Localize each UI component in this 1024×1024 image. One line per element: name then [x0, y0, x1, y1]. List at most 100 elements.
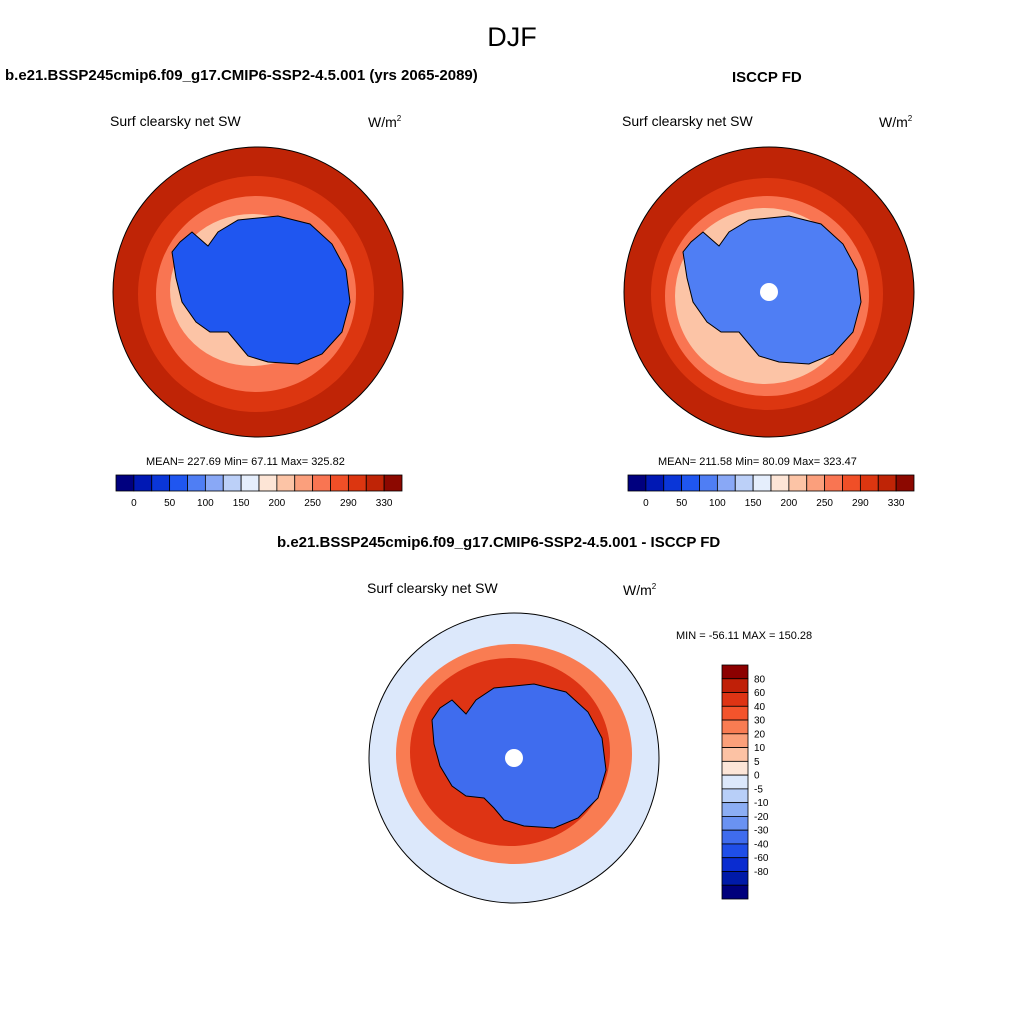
obs-colorbar-tick-label: 290	[852, 498, 869, 509]
diff-colorbar-tick-label: 80	[754, 674, 766, 685]
obs-colorbar-tick-label: 50	[676, 498, 688, 509]
diff-units-label: W/m2	[623, 582, 657, 598]
model-colorbar-tick-label: 290	[340, 498, 357, 509]
obs-colorbar-tick-label: 200	[781, 498, 798, 509]
diff-polar-map	[368, 612, 660, 904]
diff-colorbar-swatch	[721, 788, 749, 804]
model-colorbar-tick-label: 50	[164, 498, 176, 509]
obs-colorbar-swatch	[877, 474, 897, 492]
model-colorbar-tick-label: 250	[304, 498, 321, 509]
model-colorbar-swatch	[383, 474, 403, 492]
obs-colorbar-swatch	[681, 474, 700, 492]
obs-colorbar-swatch	[627, 474, 647, 492]
diff-colorbar-swatch	[721, 829, 749, 845]
diff-colorbar-tick-label: -60	[754, 853, 769, 864]
model-colorbar-swatch	[204, 474, 224, 492]
model-colorbar-swatch	[258, 474, 278, 492]
diff-colorbar-swatch	[721, 705, 749, 721]
diff-colorbar-tick-label: 5	[754, 757, 760, 768]
diff-pole-hole	[505, 749, 523, 767]
obs-colorbar-swatch	[752, 474, 772, 492]
obs-colorbar-tick-label: 150	[745, 498, 762, 509]
obs-colorbar-swatch	[699, 474, 718, 492]
obs-colorbar-swatch	[716, 474, 736, 492]
obs-colorbar-swatch	[734, 474, 754, 492]
model-stats: MEAN= 227.69 Min= 67.11 Max= 325.82	[146, 456, 345, 468]
diff-colorbar-swatch	[721, 733, 749, 748]
obs-colorbar-swatch	[663, 474, 683, 492]
obs-colorbar-tick-label: 330	[888, 498, 905, 509]
diff-colorbar: 80 60 40 30 20 10 5 0 -5 -10 -20 -30 -40 -60 -80	[721, 664, 769, 900]
obs-colorbar-tick-label: 100	[709, 498, 726, 509]
obs-pole-hole	[760, 283, 778, 301]
obs-map-border	[623, 146, 915, 438]
model-colorbar: 0 50 100 150 200 250 290 330	[115, 474, 403, 509]
obs-colorbar-swatch	[859, 474, 879, 492]
model-colorbar-swatch	[276, 474, 296, 492]
model-colorbar-swatch	[330, 474, 349, 492]
model-colorbar-swatch	[133, 474, 153, 492]
diff-colorbar-swatch	[721, 871, 749, 886]
diff-colorbar-tick-label: 30	[754, 716, 766, 727]
model-colorbar-swatch	[365, 474, 385, 492]
diff-colorbar-tick-label: -80	[754, 867, 769, 878]
diff-colorbar-swatch	[721, 816, 749, 831]
diff-colorbar-swatch	[721, 719, 749, 735]
obs-colorbar: 0 50 100 150 200 250 290 330	[627, 474, 915, 509]
model-colorbar-swatch	[169, 474, 188, 492]
diff-colorbar-swatch	[721, 884, 749, 900]
model-antarctica-land	[171, 215, 351, 365]
model-colorbar-tick-label: 150	[233, 498, 250, 509]
obs-polar-map	[623, 146, 915, 438]
obs-colorbar-swatch	[770, 474, 790, 492]
model-map-border	[112, 146, 404, 438]
diff-panel-title: b.e21.BSSP245cmip6.f09_g17.CMIP6-SSP2-4.…	[277, 534, 721, 551]
model-colorbar-swatch	[222, 474, 242, 492]
obs-panel-title: ISCCP FD	[732, 69, 802, 86]
diff-colorbar-tick-label: 60	[754, 688, 766, 699]
model-colorbar-tick-label: 100	[197, 498, 214, 509]
model-colorbar-swatch	[151, 474, 171, 492]
diff-colorbar-tick-label: -10	[754, 798, 769, 809]
diff-colorbar-swatch	[721, 843, 749, 859]
diff-colorbar-swatch	[721, 774, 749, 790]
diff-colorbar-tick-label: -5	[754, 784, 763, 795]
obs-colorbar-tick-label: 250	[816, 498, 833, 509]
diff-colorbar-swatch	[721, 692, 749, 707]
obs-colorbar-swatch	[806, 474, 826, 492]
obs-colorbar-swatch	[842, 474, 861, 492]
model-colorbar-tick-label: 200	[269, 498, 286, 509]
diff-colorbar-swatch	[721, 747, 749, 762]
obs-units-label: W/m2	[879, 114, 913, 130]
obs-colorbar-tick-label: 0	[643, 498, 649, 509]
model-colorbar-swatch	[294, 474, 314, 492]
model-colorbar-swatch	[312, 474, 331, 492]
diff-colorbar-tick-label: 0	[754, 771, 760, 782]
diff-colorbar-tick-label: -40	[754, 839, 769, 850]
diff-variable-label: Surf clearsky net SW	[367, 580, 498, 596]
model-colorbar-tick-label: 0	[131, 498, 137, 509]
model-colorbar-swatch	[347, 474, 367, 492]
diff-colorbar-tick-label: -20	[754, 812, 769, 823]
model-colorbar-swatch	[187, 474, 206, 492]
diff-colorbar-swatch	[721, 802, 749, 817]
model-panel-title: b.e21.BSSP245cmip6.f09_g17.CMIP6-SSP2-4.…	[5, 67, 478, 84]
model-polar-map	[112, 146, 404, 438]
diff-colorbar-swatch	[721, 678, 749, 693]
obs-colorbar-swatch	[824, 474, 843, 492]
diff-colorbar-tick-label: 10	[754, 743, 766, 754]
diff-stats: MIN = -56.11 MAX = 150.28	[676, 630, 813, 642]
obs-colorbar-swatch	[645, 474, 665, 492]
diff-colorbar-swatch	[721, 664, 749, 680]
model-colorbar-swatch	[240, 474, 260, 492]
model-variable-label: Surf clearsky net SW	[110, 113, 241, 129]
diff-colorbar-tick-label: 20	[754, 729, 766, 740]
obs-colorbar-swatch	[895, 474, 915, 492]
figure-title: DJF	[487, 22, 537, 52]
model-colorbar-tick-label: 330	[376, 498, 393, 509]
diff-colorbar-tick-label: 40	[754, 702, 766, 713]
obs-variable-label: Surf clearsky net SW	[622, 113, 753, 129]
model-colorbar-swatch	[115, 474, 135, 492]
diff-map-border	[368, 612, 660, 904]
model-units-label: W/m2	[368, 114, 402, 130]
